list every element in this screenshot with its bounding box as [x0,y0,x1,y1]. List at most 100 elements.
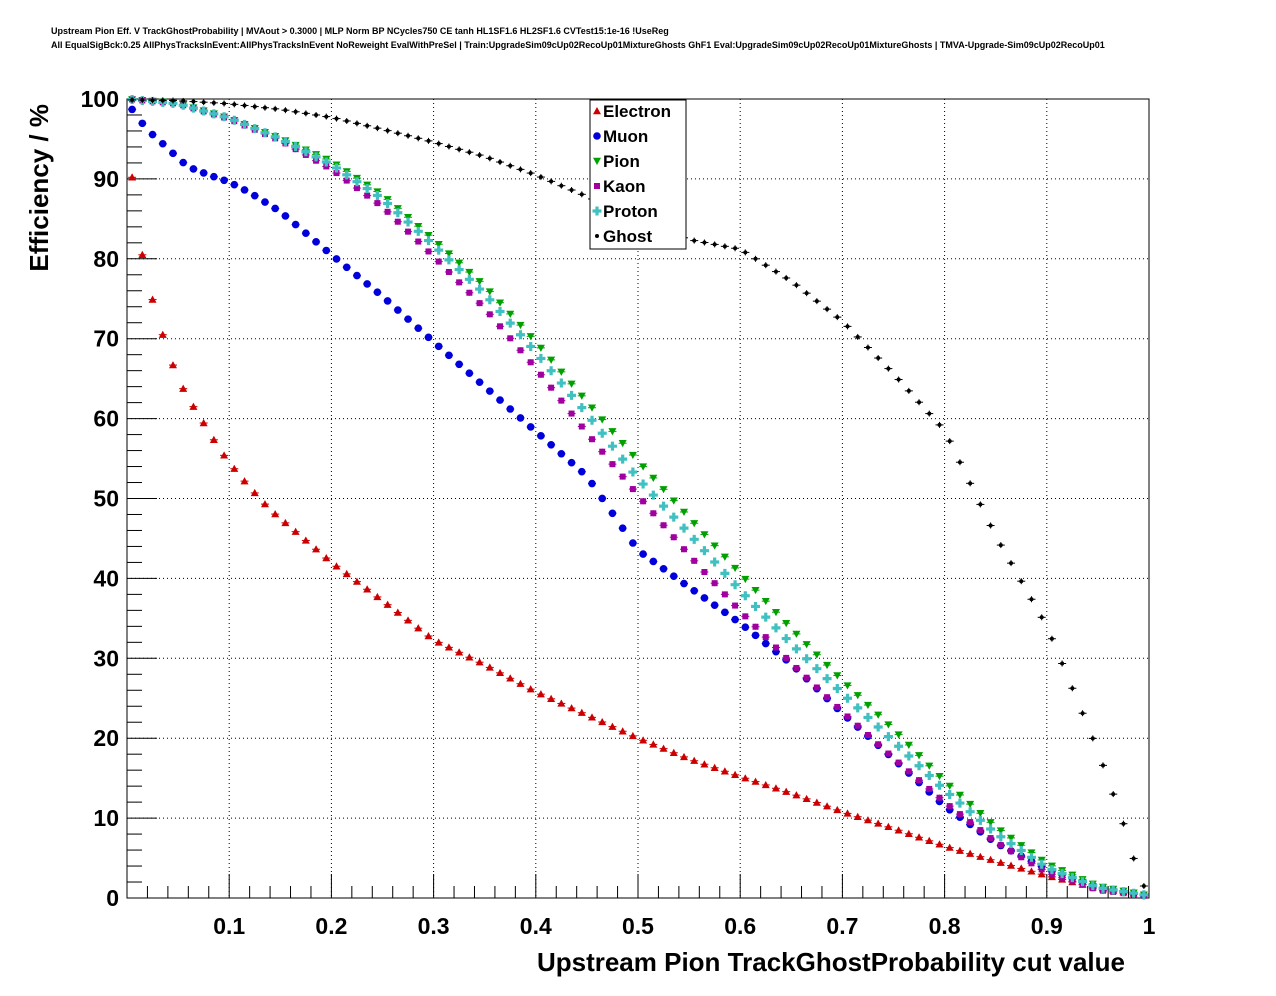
data-point [332,163,342,173]
data-point [1047,865,1057,875]
data-point [690,520,699,528]
data-point [332,562,341,570]
data-point [710,763,719,771]
data-point [669,572,678,580]
data-point [659,501,669,511]
data-point [679,752,688,761]
data-point [863,701,872,710]
data-point [1090,736,1095,741]
x-tick-label: 0.4 [520,913,552,939]
data-point [394,218,401,225]
data-point [753,256,758,261]
data-point [506,405,515,413]
data-point [649,740,658,748]
data-point [824,694,831,701]
data-point [639,463,648,471]
data-point [475,284,485,294]
data-point [577,403,587,413]
x-axis-title: Upstream Pion TrackGhostProbability cut … [537,947,1125,977]
data-point [894,741,904,751]
y-tick-label: 50 [93,486,119,512]
data-point [732,602,739,609]
data-point [548,384,555,391]
data-point [741,575,750,584]
data-point [415,238,422,245]
data-point [864,732,871,739]
data-point [772,644,779,651]
data-point [444,255,454,265]
data-point [1088,881,1098,891]
data-point [465,268,474,277]
data-point [1017,842,1026,850]
data-point [711,580,718,587]
data-point [1007,861,1016,869]
data-point [434,638,443,646]
data-point [700,531,709,539]
data-point [588,404,597,412]
data-point [692,238,697,243]
data-point [884,721,893,729]
data-point [527,359,534,366]
data-point [445,268,452,275]
data-point [609,461,616,468]
data-point [485,295,495,305]
data-point [1098,883,1108,893]
data-point [404,315,412,323]
data-point [496,299,505,307]
data-point [394,306,402,314]
data-point [1039,615,1044,620]
data-point [547,356,556,364]
data-point [528,171,533,176]
data-point [229,115,239,125]
data-point [679,508,688,517]
data-point [557,368,566,376]
data-point [178,100,188,110]
data-point [812,651,821,659]
data-point [802,654,812,664]
data-point [291,527,300,535]
data-point [526,341,536,351]
data-point [986,855,995,863]
data-point [1067,873,1077,883]
data-point [1080,711,1085,716]
data-point [947,439,952,444]
data-point [314,112,319,117]
data-point [598,416,607,424]
legend-marker-ghost [595,234,599,238]
data-point [905,768,912,775]
data-point [455,648,464,656]
data-point [945,782,954,790]
data-point [334,116,339,121]
data-point [803,674,810,681]
data-point [283,108,288,113]
data-point [280,137,290,147]
data-point [250,488,259,497]
data-point [486,387,494,395]
y-tick-label: 90 [93,166,119,192]
data-point [434,241,443,249]
data-point [783,654,790,661]
data-point [812,798,821,806]
data-point [976,810,985,818]
legend-marker-kaon [594,183,600,189]
data-point [659,486,668,494]
data-point [240,186,249,194]
data-point [975,815,985,825]
data-point [751,586,760,595]
data-point [720,767,729,775]
data-point [1131,856,1136,861]
legend-marker-electron [593,107,601,115]
data-point [425,248,432,255]
data-point [926,785,933,792]
data-point [405,228,412,235]
data-point [1028,860,1035,867]
data-point [904,741,913,749]
data-point [894,826,903,834]
data-point [301,147,311,157]
data-point [761,639,770,648]
data-point [690,586,699,595]
data-point [844,713,851,720]
data-point [250,124,260,134]
data-point [547,694,556,703]
